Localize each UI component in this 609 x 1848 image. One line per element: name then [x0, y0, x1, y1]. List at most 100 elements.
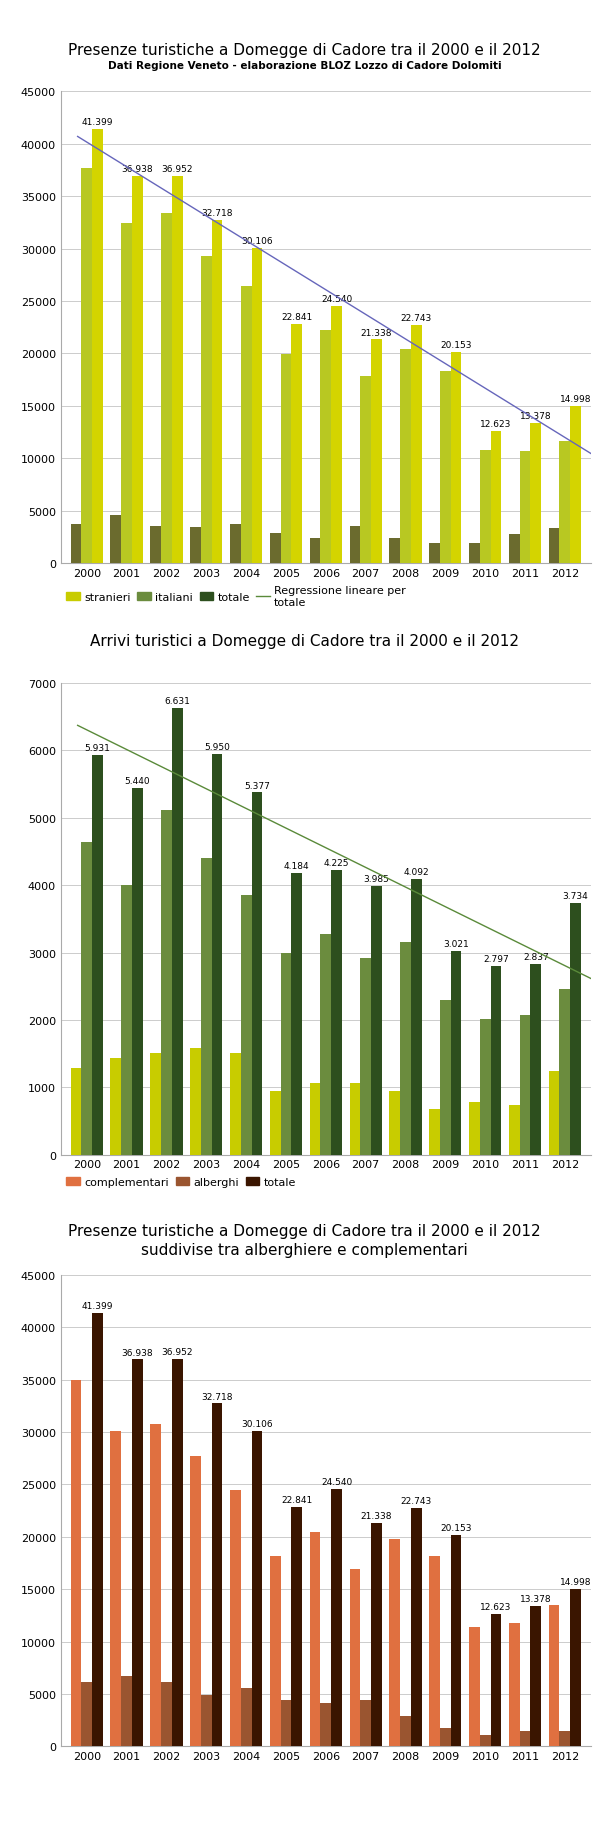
Bar — [560, 442, 570, 564]
Bar — [92, 1312, 103, 1746]
Bar — [350, 527, 361, 564]
Bar — [331, 870, 342, 1155]
Bar — [281, 954, 291, 1155]
Bar — [509, 1623, 519, 1746]
Bar — [469, 1626, 480, 1746]
Bar — [519, 1730, 530, 1746]
Bar — [549, 1604, 560, 1746]
Bar — [252, 1430, 262, 1746]
Bar — [389, 538, 400, 564]
Bar — [490, 1613, 501, 1746]
Bar — [361, 1700, 371, 1746]
Bar — [519, 451, 530, 564]
Bar — [212, 1404, 222, 1746]
Bar — [350, 1083, 361, 1155]
Bar — [429, 543, 440, 564]
Text: 30.106: 30.106 — [241, 237, 273, 246]
Bar — [241, 286, 252, 564]
Text: 22.841: 22.841 — [281, 1495, 312, 1504]
Text: 24.540: 24.540 — [321, 296, 352, 303]
Text: Presenze turistiche a Domegge di Cadore tra il 2000 e il 2012: Presenze turistiche a Domegge di Cadore … — [68, 43, 541, 57]
Bar — [291, 1508, 302, 1746]
Text: Arrivi turistici a Domegge di Cadore tra il 2000 e il 2012: Arrivi turistici a Domegge di Cadore tra… — [90, 634, 519, 649]
Text: 20.153: 20.153 — [440, 340, 472, 349]
Bar — [71, 1068, 82, 1155]
Bar — [150, 527, 161, 564]
Bar — [252, 793, 262, 1155]
Bar — [320, 331, 331, 564]
Text: 3.021: 3.021 — [443, 941, 469, 948]
Text: 41.399: 41.399 — [82, 1301, 113, 1310]
Text: 22.743: 22.743 — [401, 1497, 432, 1506]
Text: 3.985: 3.985 — [364, 874, 389, 883]
Bar — [150, 1423, 161, 1746]
Bar — [371, 1523, 382, 1746]
Bar — [270, 1092, 281, 1155]
Bar — [190, 1048, 201, 1155]
Bar — [230, 1053, 241, 1155]
Text: 36.952: 36.952 — [161, 1347, 193, 1356]
Text: 22.841: 22.841 — [281, 312, 312, 322]
Bar — [530, 423, 541, 564]
Bar — [469, 543, 480, 564]
Bar — [530, 1606, 541, 1746]
Text: 4.092: 4.092 — [403, 869, 429, 876]
Text: 3.734: 3.734 — [563, 893, 588, 900]
Bar — [201, 859, 212, 1155]
Bar — [71, 1380, 82, 1746]
Bar — [490, 967, 501, 1155]
Text: 4.184: 4.184 — [284, 861, 309, 870]
Bar — [371, 887, 382, 1155]
Bar — [121, 885, 132, 1155]
Bar — [161, 214, 172, 564]
Bar — [361, 959, 371, 1155]
Bar — [172, 1360, 183, 1746]
Bar — [400, 942, 411, 1155]
Bar — [212, 222, 222, 564]
Bar — [560, 1730, 570, 1746]
Legend: complementari, alberghi, totale: complementari, alberghi, totale — [66, 1177, 296, 1186]
Text: 36.938: 36.938 — [122, 164, 153, 174]
Bar — [291, 325, 302, 564]
Bar — [82, 168, 92, 564]
Bar — [451, 952, 462, 1155]
Text: 24.540: 24.540 — [321, 1478, 352, 1486]
Bar — [549, 529, 560, 564]
Bar — [161, 809, 172, 1155]
Bar — [371, 340, 382, 564]
Bar — [172, 708, 183, 1155]
Bar — [310, 1532, 320, 1746]
Text: 14.998: 14.998 — [560, 395, 591, 405]
Bar — [570, 904, 581, 1155]
Text: 20.153: 20.153 — [440, 1523, 472, 1532]
Bar — [252, 248, 262, 564]
Bar — [411, 880, 421, 1155]
Bar — [110, 1059, 121, 1155]
Bar — [161, 1682, 172, 1746]
Text: 5.440: 5.440 — [125, 776, 150, 785]
Bar — [92, 756, 103, 1155]
Text: 2.837: 2.837 — [523, 952, 549, 961]
Bar — [150, 1053, 161, 1155]
Bar — [190, 529, 201, 564]
Bar — [132, 789, 143, 1155]
Bar — [71, 525, 82, 564]
Text: 13.378: 13.378 — [520, 1595, 552, 1604]
Text: 36.938: 36.938 — [122, 1347, 153, 1356]
Bar — [400, 349, 411, 564]
Bar — [509, 1105, 519, 1155]
Bar — [121, 1676, 132, 1746]
Bar — [519, 1015, 530, 1155]
Text: 2.797: 2.797 — [483, 955, 509, 965]
Text: 14.998: 14.998 — [560, 1578, 591, 1587]
Text: 32.718: 32.718 — [202, 1392, 233, 1401]
Bar — [570, 407, 581, 564]
Bar — [212, 754, 222, 1155]
Text: 5.377: 5.377 — [244, 782, 270, 791]
Bar — [549, 1072, 560, 1155]
Bar — [320, 935, 331, 1155]
Bar — [469, 1103, 480, 1155]
Bar — [230, 525, 241, 564]
Text: 30.106: 30.106 — [241, 1419, 273, 1429]
Text: 12.623: 12.623 — [481, 1602, 512, 1611]
